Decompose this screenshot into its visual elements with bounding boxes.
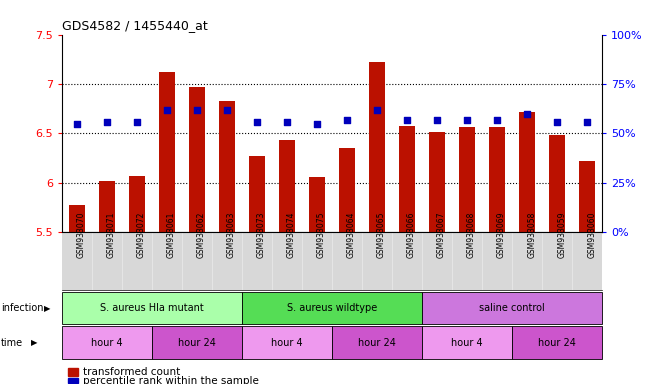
Text: GSM933074: GSM933074 bbox=[287, 212, 296, 258]
Text: time: time bbox=[1, 338, 23, 348]
Text: GDS4582 / 1455440_at: GDS4582 / 1455440_at bbox=[62, 19, 208, 32]
Bar bbox=[62, 292, 242, 324]
Bar bbox=[339, 148, 355, 232]
Bar bbox=[519, 112, 535, 232]
Bar bbox=[189, 87, 205, 232]
Bar bbox=[512, 326, 602, 359]
Text: GSM933061: GSM933061 bbox=[167, 212, 176, 258]
Point bbox=[402, 116, 412, 122]
Text: saline control: saline control bbox=[479, 303, 545, 313]
Bar bbox=[422, 326, 512, 359]
Text: GSM933063: GSM933063 bbox=[227, 212, 236, 258]
Text: GSM933059: GSM933059 bbox=[557, 212, 566, 258]
Text: GSM933060: GSM933060 bbox=[587, 212, 596, 258]
Bar bbox=[279, 141, 296, 232]
Bar bbox=[429, 132, 445, 232]
Text: ▶: ▶ bbox=[31, 338, 38, 347]
Bar bbox=[309, 177, 326, 232]
Text: GSM933071: GSM933071 bbox=[107, 212, 116, 258]
Text: percentile rank within the sample: percentile rank within the sample bbox=[83, 376, 258, 384]
Text: GSM933065: GSM933065 bbox=[377, 212, 386, 258]
Point bbox=[582, 119, 592, 125]
Text: hour 24: hour 24 bbox=[358, 338, 396, 348]
Point bbox=[282, 119, 292, 125]
Bar bbox=[98, 181, 115, 232]
Text: hour 4: hour 4 bbox=[451, 338, 483, 348]
Text: GSM933064: GSM933064 bbox=[347, 212, 356, 258]
Bar bbox=[399, 126, 415, 232]
Text: GSM933066: GSM933066 bbox=[407, 212, 416, 258]
Text: S. aureus Hla mutant: S. aureus Hla mutant bbox=[100, 303, 204, 313]
Bar bbox=[129, 176, 145, 232]
Text: GSM933067: GSM933067 bbox=[437, 212, 446, 258]
Point bbox=[222, 107, 232, 113]
Bar bbox=[242, 326, 332, 359]
Text: hour 4: hour 4 bbox=[91, 338, 122, 348]
Text: GSM933058: GSM933058 bbox=[527, 212, 536, 258]
Text: S. aureus wildtype: S. aureus wildtype bbox=[287, 303, 377, 313]
Point bbox=[102, 119, 112, 125]
Point bbox=[161, 107, 172, 113]
Text: transformed count: transformed count bbox=[83, 367, 180, 377]
Point bbox=[132, 119, 142, 125]
Point bbox=[432, 116, 442, 122]
Text: GSM933070: GSM933070 bbox=[77, 212, 86, 258]
Point bbox=[342, 116, 352, 122]
Bar bbox=[219, 101, 235, 232]
Point bbox=[191, 107, 202, 113]
Bar bbox=[62, 326, 152, 359]
Text: GSM933069: GSM933069 bbox=[497, 212, 506, 258]
Bar bbox=[242, 292, 422, 324]
Point bbox=[492, 116, 503, 122]
Bar bbox=[368, 62, 385, 232]
Text: GSM933072: GSM933072 bbox=[137, 212, 146, 258]
Bar bbox=[68, 205, 85, 232]
Point bbox=[312, 121, 322, 127]
Point bbox=[522, 111, 533, 117]
Point bbox=[372, 107, 382, 113]
Point bbox=[252, 119, 262, 125]
Bar bbox=[489, 126, 505, 232]
Bar bbox=[422, 292, 602, 324]
Point bbox=[462, 116, 473, 122]
Text: GSM933062: GSM933062 bbox=[197, 212, 206, 258]
Text: ▶: ▶ bbox=[44, 304, 51, 313]
Text: GSM933068: GSM933068 bbox=[467, 212, 476, 258]
Text: GSM933073: GSM933073 bbox=[257, 212, 266, 258]
Text: hour 24: hour 24 bbox=[538, 338, 576, 348]
Bar bbox=[249, 156, 265, 232]
Bar bbox=[459, 126, 475, 232]
Bar bbox=[152, 326, 242, 359]
Point bbox=[552, 119, 562, 125]
Text: infection: infection bbox=[1, 303, 43, 313]
Point bbox=[72, 121, 82, 127]
Bar bbox=[159, 72, 175, 232]
Bar bbox=[332, 326, 422, 359]
Text: hour 4: hour 4 bbox=[271, 338, 303, 348]
Bar bbox=[579, 161, 596, 232]
Text: hour 24: hour 24 bbox=[178, 338, 216, 348]
Text: GSM933075: GSM933075 bbox=[317, 212, 326, 258]
Bar bbox=[549, 136, 566, 232]
